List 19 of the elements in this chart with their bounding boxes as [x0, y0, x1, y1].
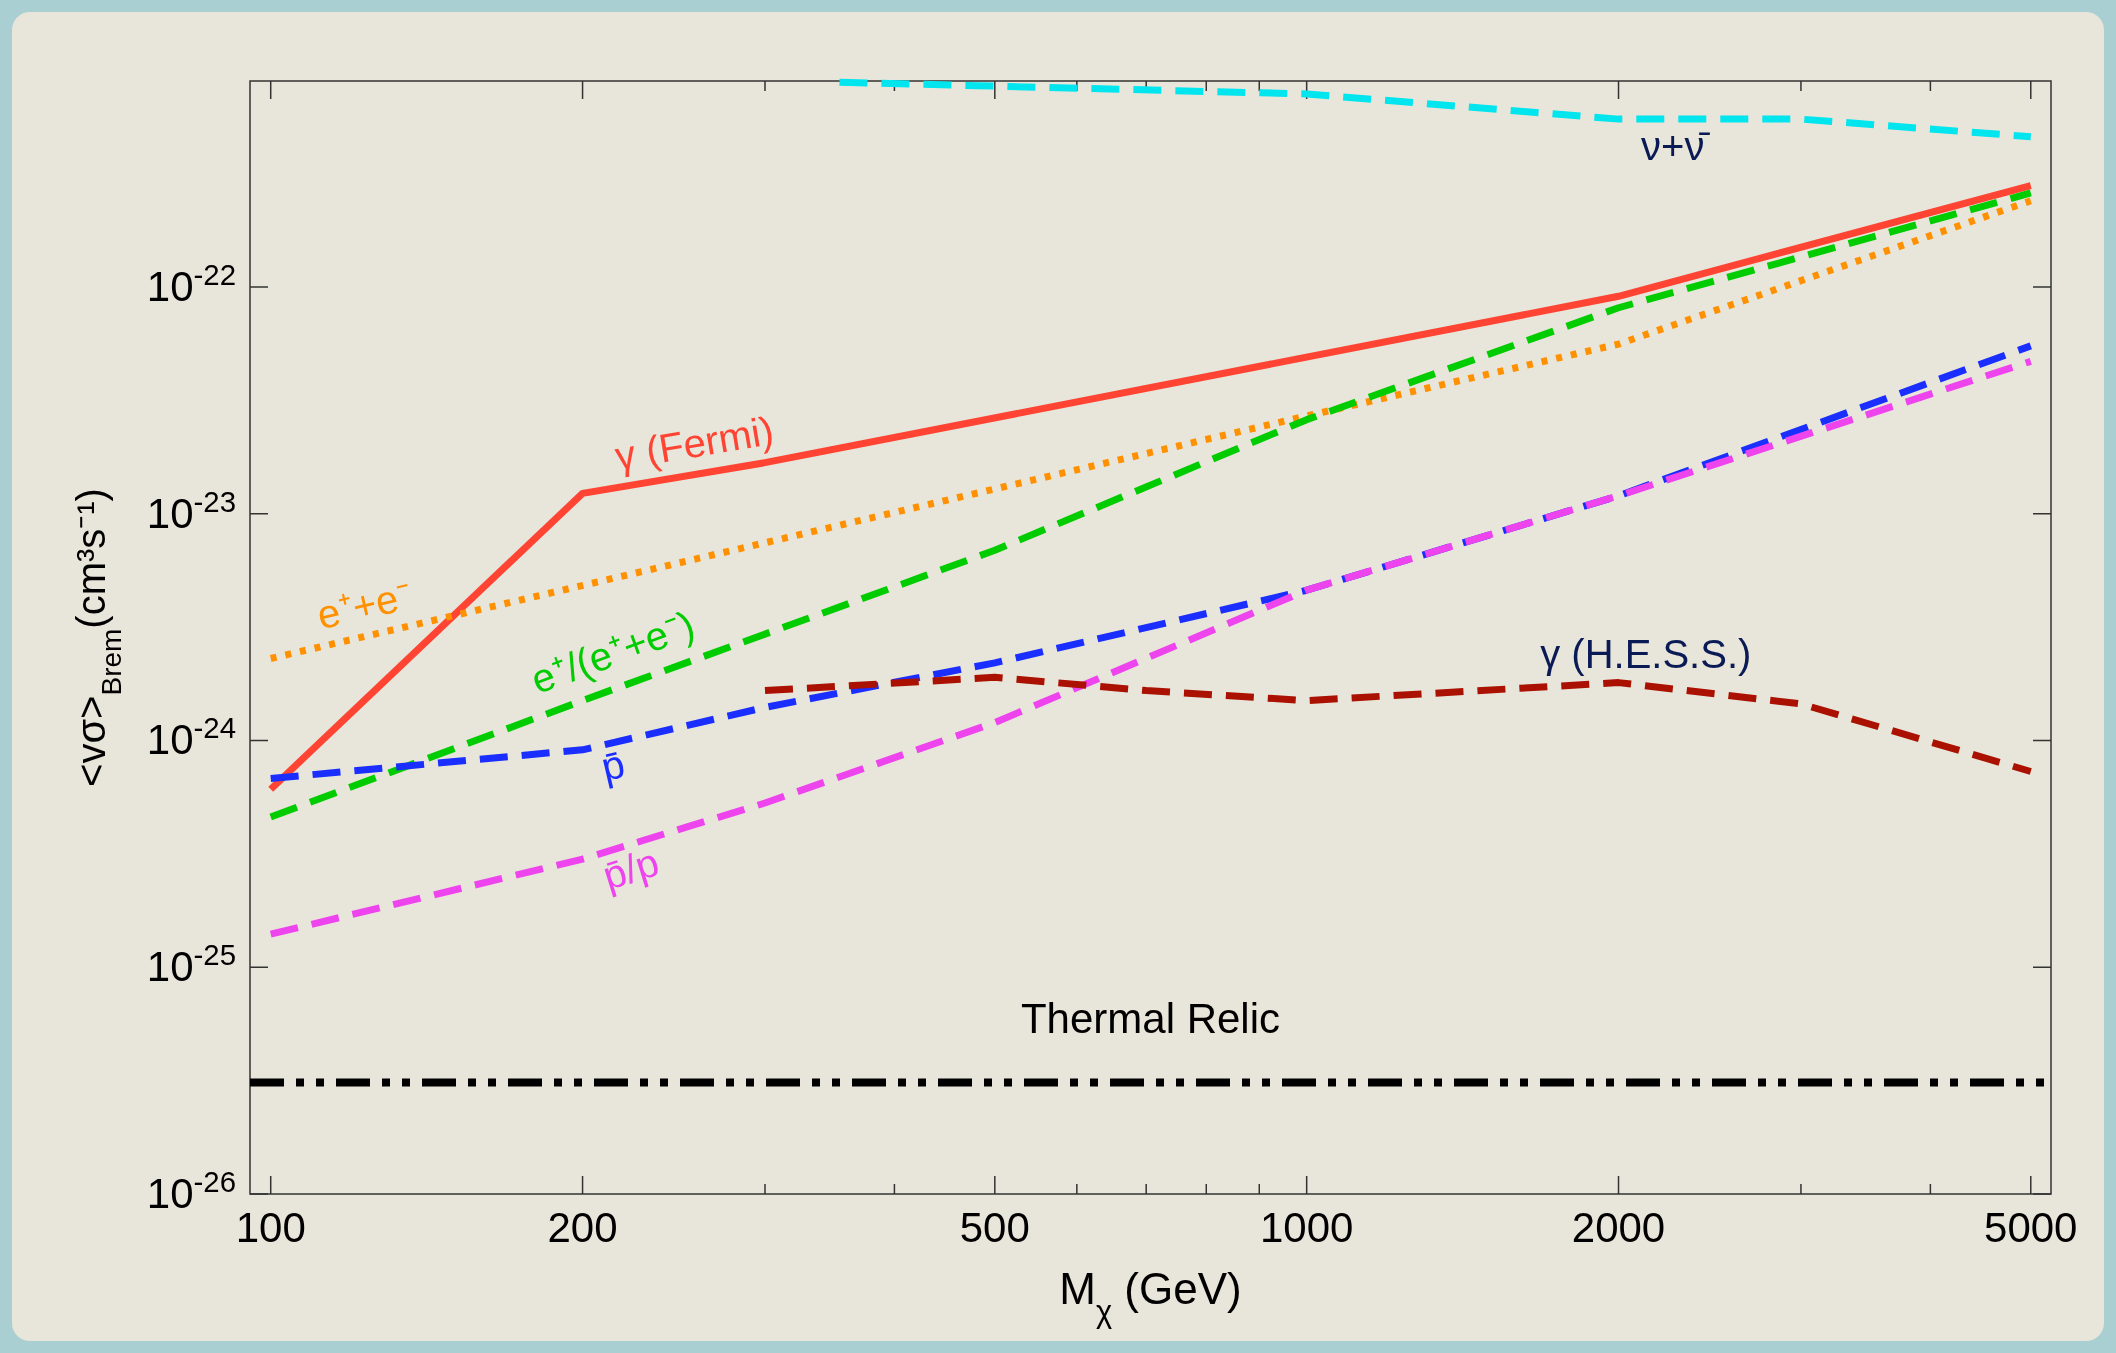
x-tick-label: 5000: [1984, 1204, 2078, 1251]
x-tick-label: 2000: [1571, 1204, 1666, 1251]
x-tick-label: 100: [235, 1204, 306, 1251]
text: p̄/p: [597, 839, 664, 898]
y-tick-label: 10$^{-23}$: [146, 484, 236, 537]
x-tick-label: 200: [547, 1204, 618, 1251]
y-tick-label: 10$^{-22}$: [146, 257, 236, 310]
ref-line-label: Thermal Relic: [1020, 994, 1281, 1042]
x-tick-label: 1000: [1259, 1204, 1354, 1251]
x-tick-label: 500: [959, 1204, 1030, 1251]
y-tick-label: 10$^{-24}$: [146, 711, 236, 764]
y-tick-label: 10$^{-26}$: [146, 1164, 236, 1217]
y-tick-label: 10$^{-25}$: [146, 937, 236, 991]
x-axis-title: M$_{χ}$ (GeV): [1059, 1264, 1242, 1329]
text: p̄: [597, 741, 629, 790]
text: γ (Fermi): [611, 408, 777, 479]
series-label: γ (H.E.S.S.): [1540, 632, 1752, 677]
text: e⁺+e⁻: [312, 572, 417, 638]
series-label: ν+ν̄: [1641, 123, 1711, 168]
